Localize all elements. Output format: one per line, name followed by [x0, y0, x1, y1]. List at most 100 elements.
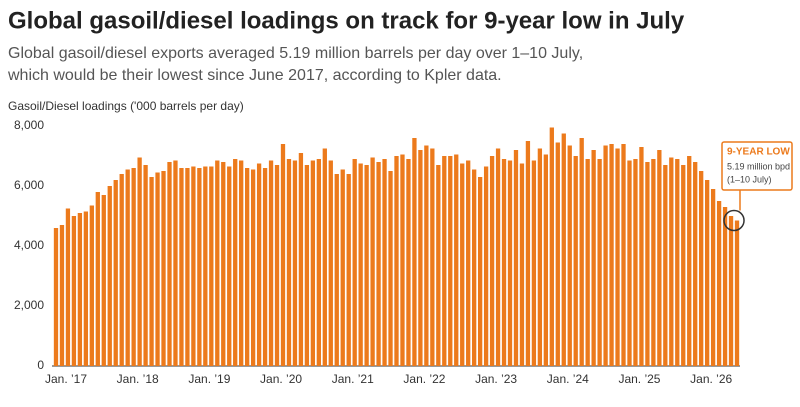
annotation-text: (1–10 July)	[727, 174, 772, 184]
bar	[286, 159, 292, 366]
bar	[448, 156, 453, 366]
bar	[430, 148, 435, 366]
bar	[561, 133, 566, 366]
bar	[687, 156, 692, 366]
bar	[477, 177, 483, 366]
highlight-ring	[723, 209, 745, 232]
bar	[191, 166, 196, 366]
bar	[376, 162, 381, 366]
x-tick-label: Jan. ’23	[475, 372, 517, 386]
bar	[567, 145, 572, 366]
bar	[173, 160, 178, 366]
bar	[304, 165, 310, 366]
bar	[657, 150, 662, 366]
bar	[125, 169, 130, 366]
bar	[573, 156, 578, 366]
bar	[424, 145, 429, 366]
bar	[179, 168, 184, 366]
bar	[155, 172, 160, 366]
bar	[280, 144, 286, 366]
bar	[95, 192, 100, 366]
bar	[400, 154, 405, 366]
bar	[639, 147, 644, 366]
bar	[388, 171, 393, 366]
bar	[442, 156, 447, 366]
bar	[221, 162, 226, 366]
bar	[454, 154, 459, 366]
bar	[274, 165, 280, 366]
bar	[513, 150, 519, 366]
bar	[119, 174, 124, 366]
bar	[65, 208, 71, 366]
bar	[101, 195, 106, 366]
bar	[328, 160, 333, 366]
bar	[137, 157, 142, 366]
x-tick-label: Jan. ’21	[332, 372, 374, 386]
bar	[627, 160, 632, 366]
bar	[53, 228, 59, 366]
bar	[597, 159, 602, 366]
bar	[346, 174, 351, 366]
bar	[519, 163, 525, 366]
bar	[334, 174, 339, 366]
bar	[716, 201, 722, 366]
bar	[161, 171, 166, 366]
bar	[250, 169, 256, 366]
bar	[549, 127, 554, 366]
bar	[298, 153, 304, 366]
bar	[233, 159, 238, 366]
bar	[734, 220, 740, 366]
y-tick-label: 8,000	[14, 118, 44, 132]
bar	[340, 169, 345, 366]
bar	[675, 159, 680, 366]
annotation: 9-YEAR LOW 5.19 million bpd (1–10 July)	[721, 141, 793, 211]
bar	[537, 148, 543, 366]
bar	[382, 159, 387, 366]
bar	[489, 156, 495, 366]
bar	[418, 150, 423, 366]
bar	[209, 166, 214, 366]
bar	[651, 159, 656, 366]
bar	[245, 168, 250, 366]
bar	[167, 162, 172, 366]
annotation-title: 9-YEAR LOW	[727, 147, 790, 158]
bar	[310, 160, 316, 366]
bar	[543, 154, 548, 366]
bar	[633, 159, 638, 366]
bar	[609, 144, 614, 366]
bar	[197, 168, 202, 366]
subtitle: Global gasoil/diesel exports averaged 5.…	[8, 45, 583, 62]
bar	[89, 205, 94, 366]
bar	[149, 177, 154, 366]
bar	[704, 180, 710, 366]
bar	[370, 157, 375, 366]
bar	[256, 163, 262, 366]
x-tick-label: Jan. ’19	[188, 372, 230, 386]
bar	[579, 138, 584, 366]
bar	[472, 169, 477, 366]
bar	[681, 165, 686, 366]
bar	[466, 160, 471, 366]
y-tick-label: 2,000	[14, 298, 44, 312]
bar	[71, 216, 77, 366]
bar	[131, 168, 136, 366]
bar	[406, 159, 411, 366]
bar	[352, 159, 357, 366]
bar	[316, 159, 321, 366]
bar	[215, 160, 220, 366]
bar	[693, 162, 698, 366]
bar	[728, 216, 734, 366]
bar	[525, 141, 531, 366]
bar	[143, 165, 148, 366]
bar	[663, 165, 668, 366]
bar	[358, 163, 363, 366]
bar	[501, 159, 507, 366]
x-tick-label: Jan. ’22	[403, 372, 445, 386]
bar	[113, 180, 118, 366]
bar	[669, 157, 674, 366]
y-tick-label: 6,000	[14, 178, 44, 192]
bar	[483, 166, 489, 366]
bar	[555, 142, 560, 366]
bar	[460, 163, 465, 366]
